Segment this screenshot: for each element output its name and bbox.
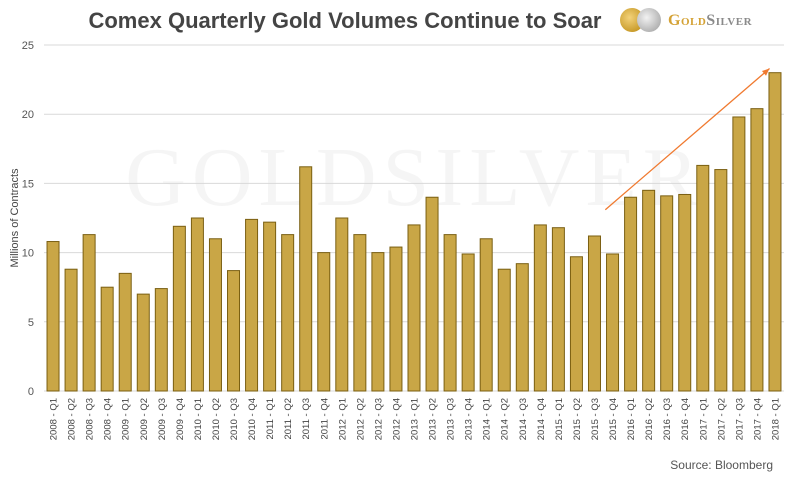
chart-title: Comex Quarterly Gold Volumes Continue to…: [88, 8, 602, 33]
y-axis-label: Millions of Contracts: [9, 168, 21, 268]
y-tick-label: 25: [22, 40, 34, 52]
bar: [642, 189, 656, 392]
x-tick-label: 2011 - Q1: [265, 398, 276, 440]
x-tick-label: 2014 - Q2: [500, 398, 511, 440]
x-tick-label: 2009 - Q1: [121, 398, 132, 440]
x-tick-label: 2011 - Q2: [283, 398, 294, 440]
y-tick-label: 0: [28, 386, 34, 398]
bar: [660, 195, 674, 392]
bar: [389, 246, 403, 392]
y-tick-label: 5: [28, 317, 34, 329]
x-tick-label: 2008 - Q3: [85, 398, 96, 440]
x-tick-label: 2017 - Q1: [698, 398, 709, 440]
bar: [64, 268, 78, 392]
bar: [335, 217, 349, 392]
bar: [263, 221, 277, 392]
bar: [425, 196, 439, 392]
bar: [533, 224, 547, 392]
bar: [569, 256, 583, 392]
watermark: GOLDSILVER: [125, 131, 705, 224]
y-tick-label: 20: [22, 109, 34, 121]
bar: [208, 238, 222, 392]
bar: [551, 227, 565, 392]
bar: [82, 234, 96, 392]
x-tick-label: 2010 - Q1: [193, 398, 204, 440]
x-tick-label: 2010 - Q4: [247, 398, 258, 440]
bar: [154, 288, 168, 392]
y-tick-label: 15: [22, 178, 34, 190]
x-tick-label: 2018 - Q1: [770, 398, 781, 440]
bar: [606, 253, 620, 392]
goldsilver-logo: GoldSilver: [620, 6, 789, 36]
x-tick-label: 2009 - Q4: [175, 398, 186, 440]
bar: [136, 293, 150, 392]
bar: [190, 217, 204, 392]
logo-gold-text: Gold: [668, 12, 707, 29]
x-tick-label: 2017 - Q2: [716, 398, 727, 440]
x-tick-label: 2013 - Q3: [446, 398, 457, 440]
x-tick-label: 2009 - Q3: [157, 398, 168, 440]
x-tick-label: 2015 - Q2: [572, 398, 583, 440]
x-tick-label: 2013 - Q4: [464, 398, 475, 440]
bar: [696, 164, 710, 392]
trend-arrow-line: [604, 68, 770, 211]
bar: [443, 234, 457, 392]
x-tick-label: 2013 - Q2: [428, 398, 439, 440]
bar: [371, 252, 385, 392]
bar: [100, 286, 114, 392]
x-tick-label: 2017 - Q4: [752, 398, 763, 440]
bar: [172, 225, 186, 392]
bar: [407, 224, 421, 392]
bar: [714, 169, 728, 392]
bar: [515, 263, 529, 392]
x-tick-label: 2015 - Q4: [608, 398, 619, 440]
x-tick-label: 2011 - Q3: [301, 398, 312, 440]
bar: [317, 252, 331, 392]
x-tick-label: 2012 - Q1: [337, 398, 348, 440]
arrow-head-icon: [761, 68, 770, 76]
x-tick-label: 2009 - Q2: [139, 398, 150, 440]
x-tick-label: 2012 - Q3: [373, 398, 384, 440]
bar: [750, 108, 764, 392]
x-tick-label: 2010 - Q2: [211, 398, 222, 440]
x-tick-label: 2008 - Q2: [67, 398, 78, 440]
x-tick-label: 2014 - Q3: [518, 398, 529, 440]
x-tick-label: 2016 - Q4: [680, 398, 691, 440]
bar: [479, 238, 493, 392]
bar: [245, 218, 259, 392]
bar: [624, 196, 638, 392]
silver-coin-icon: [637, 8, 661, 32]
bar: [497, 268, 511, 392]
bar: [281, 234, 295, 392]
x-tick-label: 2016 - Q3: [662, 398, 673, 440]
bar: [46, 241, 60, 392]
x-tick-label: 2015 - Q1: [554, 398, 565, 440]
bar: [732, 116, 746, 392]
logo-silver-text: Silver: [706, 12, 753, 29]
x-tick-label: 2008 - Q1: [49, 398, 60, 440]
bar: [118, 272, 132, 392]
x-tick-label: 2011 - Q4: [319, 398, 330, 440]
bar: [678, 193, 692, 392]
x-tick-label: 2017 - Q3: [734, 398, 745, 440]
bar: [227, 270, 241, 392]
y-tick-label: 10: [22, 248, 34, 260]
bar: [353, 234, 367, 392]
x-tick-label: 2014 - Q4: [536, 398, 547, 440]
bar: [587, 235, 601, 392]
x-tick-label: 2008 - Q4: [103, 398, 114, 440]
bar: [768, 72, 782, 392]
x-tick-label: 2015 - Q3: [590, 398, 601, 440]
x-tick-label: 2014 - Q1: [482, 398, 493, 440]
x-tick-label: 2010 - Q3: [229, 398, 240, 440]
source-note: Source: Bloomberg: [670, 458, 773, 472]
x-tick-label: 2012 - Q4: [391, 398, 402, 440]
x-tick-label: 2012 - Q2: [355, 398, 366, 440]
bar: [461, 253, 475, 392]
x-tick-label: 2016 - Q1: [626, 398, 637, 440]
bar: [299, 166, 313, 392]
x-tick-label: 2013 - Q1: [410, 398, 421, 440]
x-tick-label: 2016 - Q2: [644, 398, 655, 440]
